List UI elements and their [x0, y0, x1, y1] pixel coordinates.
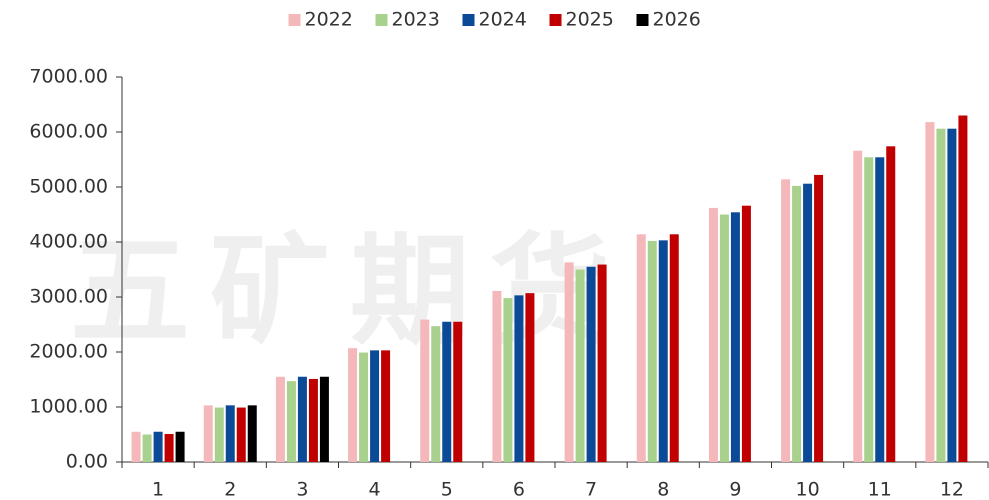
x-tick-label: 2 [224, 479, 236, 500]
bar [564, 262, 574, 462]
x-tick-label: 4 [369, 479, 381, 500]
y-tick-label: 6000.00 [29, 121, 108, 143]
y-tick-label: 1000.00 [29, 396, 108, 418]
legend-swatch [462, 14, 475, 26]
x-tick-label: 7 [585, 479, 597, 500]
x-tick-label: 5 [441, 479, 453, 500]
legend-swatch [549, 14, 562, 26]
y-tick-label: 5000.00 [29, 176, 108, 198]
bar [131, 431, 141, 462]
bar [719, 214, 729, 462]
legend-label: 2025 [566, 9, 614, 31]
bar [453, 321, 463, 462]
bar [875, 157, 885, 463]
bar [730, 212, 740, 462]
y-tick-label: 7000.00 [29, 66, 108, 88]
bar [925, 122, 935, 462]
bar [225, 405, 235, 462]
bar [214, 407, 224, 462]
legend-swatch [288, 14, 301, 26]
legend-label: 2022 [305, 9, 353, 31]
bar [636, 234, 646, 462]
bar [814, 174, 824, 462]
bar [247, 405, 257, 462]
bar [597, 264, 607, 462]
bar [958, 115, 968, 462]
y-tick-label: 4000.00 [29, 231, 108, 253]
bar [236, 407, 246, 462]
legend-swatch [636, 14, 649, 26]
bar [647, 240, 657, 462]
bar [164, 433, 174, 462]
bar [275, 376, 285, 462]
x-tick-label: 10 [795, 479, 819, 500]
x-tick-label: 12 [940, 479, 964, 500]
y-tick-label: 0.00 [66, 451, 108, 473]
bar [175, 431, 185, 462]
bar [514, 295, 524, 462]
bar [936, 128, 946, 462]
bar [947, 128, 957, 462]
x-tick-label: 9 [729, 479, 741, 500]
x-tick-label: 1 [152, 479, 164, 500]
bar [658, 240, 668, 462]
bar [153, 431, 163, 462]
bar [431, 326, 441, 462]
bar [586, 266, 596, 462]
bar [781, 179, 791, 463]
bar [308, 378, 318, 462]
bar [575, 269, 585, 462]
bar [741, 205, 751, 462]
bar [886, 146, 896, 463]
bar [420, 319, 430, 462]
bar [708, 207, 718, 462]
bar [286, 381, 296, 462]
legend-swatch [375, 14, 388, 26]
bar [442, 321, 452, 462]
x-tick-label: 3 [296, 479, 308, 500]
bar [370, 350, 380, 462]
legend-label: 2023 [392, 9, 440, 31]
y-tick-label: 3000.00 [29, 286, 108, 308]
x-tick-label: 11 [868, 479, 892, 500]
x-tick-label: 6 [513, 479, 525, 500]
watermark: 五矿期货 [70, 223, 630, 362]
y-tick-label: 2000.00 [29, 341, 108, 363]
bar [853, 150, 863, 462]
bar [803, 183, 813, 462]
bar [669, 234, 679, 462]
bar [525, 293, 535, 462]
legend-label: 2026 [653, 9, 701, 31]
bar [492, 290, 502, 462]
bar [297, 376, 307, 462]
bar [381, 350, 391, 462]
bar [142, 434, 152, 462]
bar [503, 298, 513, 462]
bar [203, 405, 213, 462]
bar [359, 352, 369, 462]
x-tick-label: 8 [657, 479, 669, 500]
bar [348, 348, 358, 462]
bar [792, 185, 802, 462]
bar [864, 157, 874, 463]
legend-label: 2024 [479, 9, 527, 31]
bar [319, 376, 329, 462]
